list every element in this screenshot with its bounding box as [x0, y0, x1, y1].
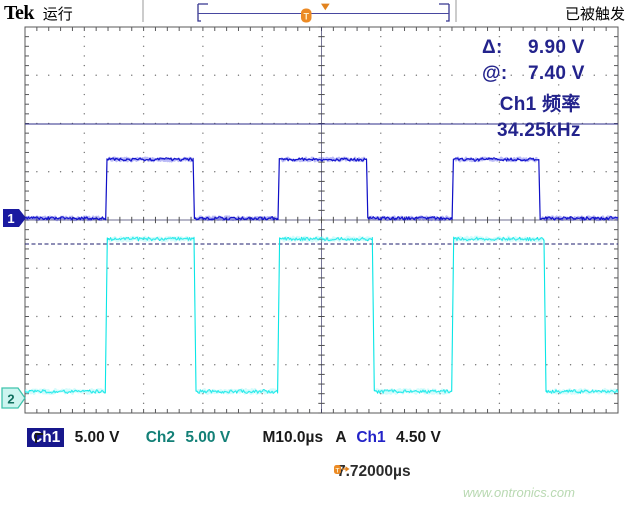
svg-text:2: 2 [7, 392, 14, 407]
svg-text:1: 1 [7, 211, 14, 226]
